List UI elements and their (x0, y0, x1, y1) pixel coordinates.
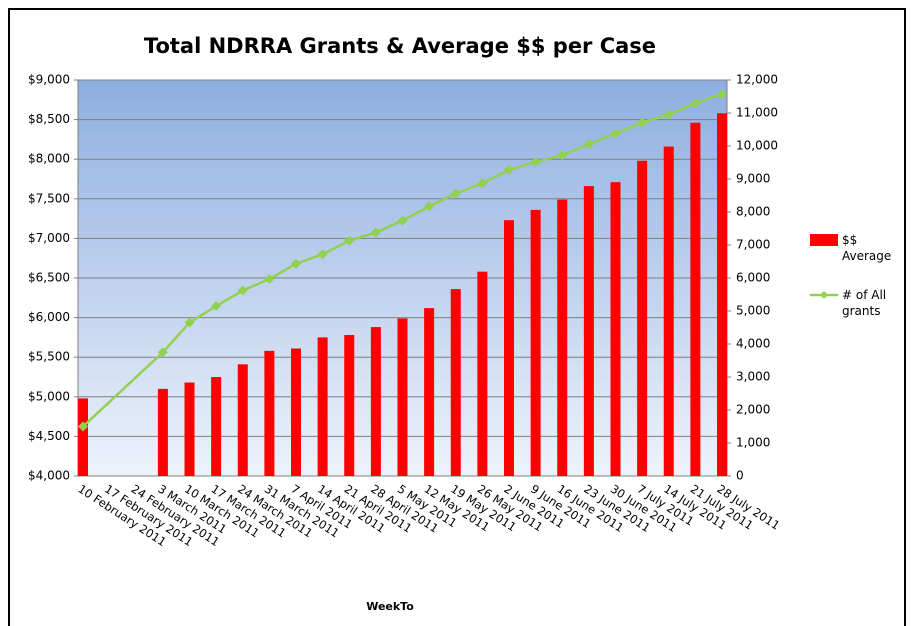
legend-swatch (820, 291, 828, 299)
chart-title: Total NDRRA Grants & Average $$ per Case (144, 34, 656, 58)
y2-tick-label: 12,000 (736, 73, 778, 87)
bar (237, 364, 248, 476)
y2-tick-label: 10,000 (736, 139, 778, 153)
bar (583, 186, 594, 477)
x-axis-label: WeekTo (366, 600, 414, 613)
bar (370, 327, 381, 476)
bar (530, 209, 541, 476)
bar (663, 146, 674, 476)
line-marker (291, 258, 301, 269)
legend-label: # of All grants (842, 288, 887, 318)
bar (557, 199, 568, 477)
bar (264, 350, 275, 476)
y2-tick-label: 7,000 (736, 238, 770, 252)
y2-tick-label: 11,000 (736, 106, 778, 120)
y-tick-label: $4,500 (28, 429, 70, 443)
line-marker (78, 421, 88, 432)
line-marker (370, 227, 381, 238)
line-marker (717, 89, 727, 100)
line-marker (264, 273, 275, 284)
line-marker (530, 156, 541, 167)
y2-tick-label: 8,000 (736, 205, 770, 219)
bar (637, 160, 648, 476)
line-marker (344, 235, 355, 246)
y-tick-label: $4,000 (28, 469, 70, 483)
bar (610, 182, 621, 476)
line-marker (610, 128, 621, 139)
y2-tick-label: 5,000 (736, 304, 770, 318)
bar (157, 388, 168, 476)
bar (184, 382, 195, 476)
y2-tick-label: 6,000 (736, 271, 770, 285)
line-marker (184, 317, 195, 328)
bar (291, 348, 301, 476)
line-marker (504, 164, 514, 175)
bar (450, 289, 461, 476)
line-marker (557, 150, 568, 161)
y-tick-label: $5,000 (28, 389, 70, 403)
line-marker (211, 301, 222, 312)
y-tick-label: $7,500 (28, 191, 70, 205)
y-tick-label: $5,500 (28, 350, 70, 364)
bar (690, 122, 701, 476)
y-tick-label: $6,500 (28, 271, 70, 285)
line-marker (690, 98, 701, 109)
line-marker (477, 178, 488, 189)
bar (717, 113, 727, 476)
line-marker (583, 139, 594, 150)
legend-label: $$ Average (842, 233, 892, 263)
y-tick-label: $6,000 (28, 310, 70, 324)
bar (211, 377, 222, 476)
y2-tick-label: 4,000 (736, 337, 770, 351)
line-marker (237, 285, 248, 296)
line-marker (397, 215, 408, 226)
y-tick-label: $8,000 (28, 152, 70, 166)
line-marker (450, 188, 461, 199)
line-marker (424, 201, 435, 212)
legend-swatch (810, 234, 838, 246)
bar (424, 308, 435, 476)
y2-tick-label: 2,000 (736, 403, 770, 417)
y-tick-label: $8,500 (28, 112, 70, 126)
bar (504, 220, 514, 476)
bar (344, 335, 355, 476)
bar (78, 398, 88, 476)
line-marker (157, 347, 168, 358)
line-marker (663, 109, 674, 120)
line-marker (637, 117, 648, 128)
y2-tick-label: 1,000 (736, 436, 770, 450)
y-tick-label: $7,000 (28, 231, 70, 245)
y2-tick-label: 0 (736, 469, 744, 483)
line-marker (317, 249, 328, 260)
bar (317, 337, 328, 476)
bar (397, 318, 408, 476)
y2-tick-label: 9,000 (736, 172, 770, 186)
y-tick-label: $9,000 (28, 73, 70, 87)
bar (477, 271, 488, 476)
y2-tick-label: 3,000 (736, 370, 770, 384)
